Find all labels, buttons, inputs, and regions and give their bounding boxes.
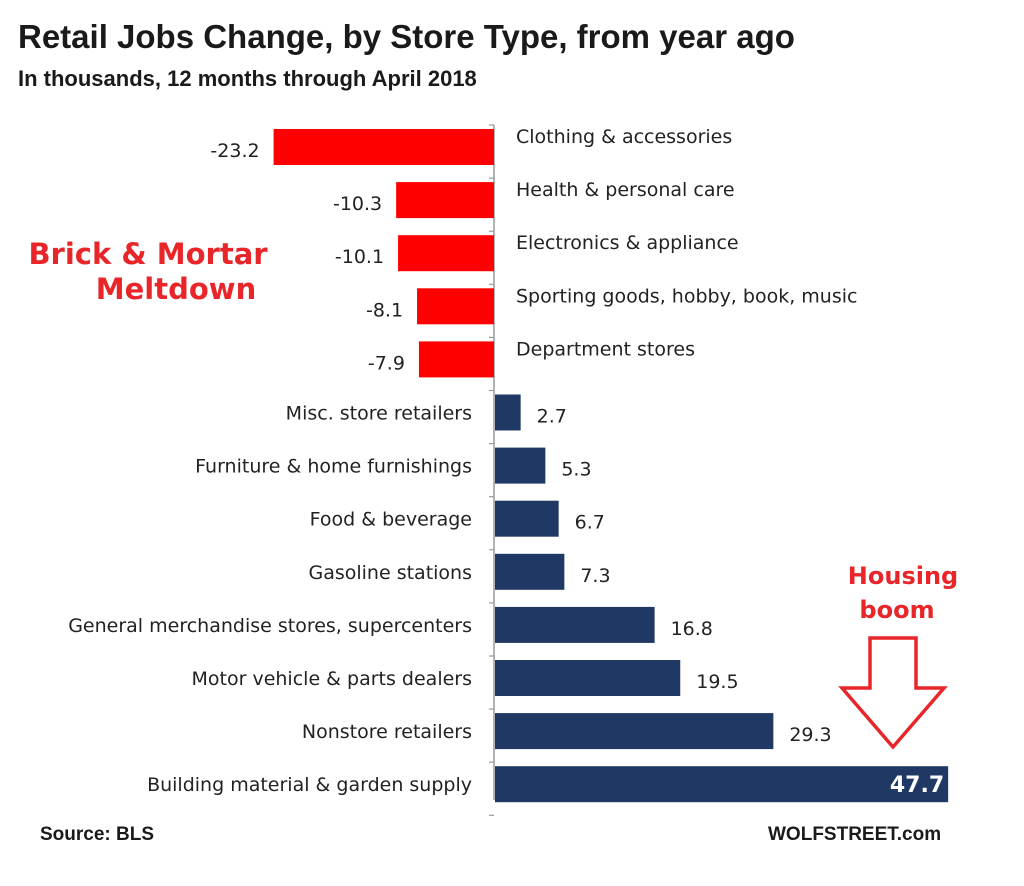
- category-label-health-and-personal-care: Health & personal care: [516, 179, 735, 201]
- value-label-clothing-and-accessories: -23.2: [210, 140, 259, 162]
- category-label-misc-store-retailers: Misc. store retailers: [286, 403, 472, 425]
- category-label-general-merchandise-stores-supercenters: General merchandise stores, supercenters: [68, 615, 472, 637]
- chart-title: Retail Jobs Change, by Store Type, from …: [18, 18, 795, 55]
- bar-health-and-personal-care: [396, 182, 494, 219]
- bar-electronics-and-appliance: [398, 235, 494, 272]
- annotation-meltdown-line2: Meltdown: [96, 272, 256, 306]
- category-label-nonstore-retailers: Nonstore retailers: [302, 721, 472, 743]
- bar-clothing-and-accessories: [273, 129, 494, 165]
- value-label-food-and-beverage: 6.7: [575, 512, 605, 534]
- annotation-housing-line1: Housing: [848, 562, 958, 590]
- category-label-food-and-beverage: Food & beverage: [310, 509, 472, 531]
- value-label-electronics-and-appliance: -10.1: [335, 246, 384, 268]
- bar-sporting-goods-hobby-book-music: [417, 288, 494, 325]
- category-label-sporting-goods-hobby-book-music: Sporting goods, hobby, book, music: [516, 285, 857, 307]
- value-label-department-stores: -7.9: [368, 352, 405, 374]
- bar-general-merchandise-stores-supercenters: [495, 606, 655, 643]
- value-label-general-merchandise-stores-supercenters: 16.8: [671, 618, 713, 640]
- site-credit: WOLFSTREET.com: [768, 824, 942, 845]
- category-label-building-material-and-garden-supply: Building material & garden supply: [147, 774, 472, 796]
- category-label-furniture-and-home-furnishings: Furniture & home furnishings: [195, 456, 472, 478]
- bar-department-stores: [418, 341, 494, 378]
- bar-misc-store-retailers: [495, 394, 521, 431]
- bar-motor-vehicle-and-parts-dealers: [495, 660, 681, 696]
- chart-subtitle: In thousands, 12 months through April 20…: [18, 66, 477, 91]
- annotation-housing-line2: boom: [859, 596, 934, 624]
- category-label-gasoline-stations: Gasoline stations: [308, 562, 472, 584]
- down-arrow-icon: [838, 636, 948, 750]
- value-label-sporting-goods-hobby-book-music: -8.1: [366, 299, 403, 321]
- value-label-building-material-and-garden-supply: 47.7: [890, 773, 944, 798]
- category-label-electronics-and-appliance: Electronics & appliance: [516, 232, 739, 254]
- bar-building-material-and-garden-supply: [495, 766, 949, 803]
- bar-nonstore-retailers: [495, 713, 774, 750]
- bar-food-and-beverage: [495, 500, 559, 537]
- bar-furniture-and-home-furnishings: [495, 447, 546, 484]
- value-label-health-and-personal-care: -10.3: [333, 193, 382, 215]
- value-label-motor-vehicle-and-parts-dealers: 19.5: [696, 671, 738, 693]
- value-label-nonstore-retailers: 29.3: [789, 724, 831, 746]
- category-label-clothing-and-accessories: Clothing & accessories: [516, 126, 732, 148]
- category-label-department-stores: Department stores: [516, 338, 695, 360]
- bar-gasoline-stations: [495, 553, 565, 590]
- value-label-gasoline-stations: 7.3: [580, 565, 610, 587]
- value-label-misc-store-retailers: 2.7: [537, 406, 567, 428]
- category-label-motor-vehicle-and-parts-dealers: Motor vehicle & parts dealers: [192, 668, 472, 690]
- value-label-furniture-and-home-furnishings: 5.3: [561, 459, 591, 481]
- annotation-meltdown-line1: Brick & Mortar: [28, 237, 268, 271]
- source-note: Source: BLS: [40, 824, 155, 845]
